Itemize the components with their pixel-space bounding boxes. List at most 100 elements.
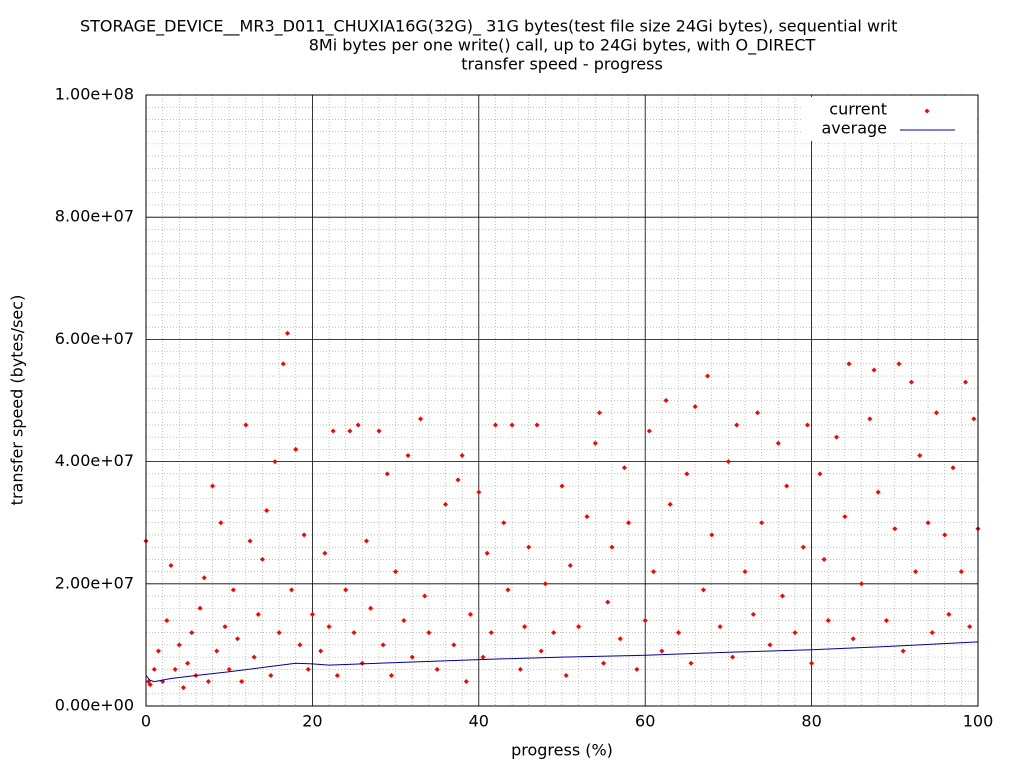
y-tick-label: 1.00e+08	[55, 85, 134, 104]
point	[418, 416, 424, 422]
point	[933, 410, 939, 416]
point	[821, 556, 827, 562]
point	[700, 587, 706, 593]
point	[526, 544, 532, 550]
point	[834, 434, 840, 440]
point	[946, 611, 952, 617]
point	[663, 398, 669, 403]
point	[284, 330, 290, 336]
x-tick-label: 40	[469, 712, 489, 731]
point	[359, 660, 365, 666]
legend-label: current	[829, 100, 887, 119]
point	[846, 361, 852, 367]
point	[605, 599, 611, 605]
point	[305, 666, 311, 672]
point	[243, 422, 249, 428]
point	[297, 642, 303, 648]
point	[551, 630, 557, 636]
point	[779, 593, 785, 599]
point	[409, 654, 415, 660]
legend-box	[803, 97, 975, 141]
point	[971, 416, 977, 422]
point	[434, 666, 440, 672]
point	[871, 367, 877, 373]
y-tick-label: 2.00e+07	[55, 573, 134, 592]
point	[239, 679, 245, 685]
point	[750, 611, 756, 617]
point	[896, 361, 902, 367]
point	[443, 501, 449, 507]
chart-title: STORAGE_DEVICE__MR3_D011_CHUXIA16G(32G)_…	[80, 17, 897, 37]
y-tick-label: 8.00e+07	[55, 207, 134, 226]
chart-title: 8Mi bytes per one write() call, up to 24…	[309, 36, 816, 56]
point	[725, 459, 731, 465]
point	[293, 446, 299, 452]
point	[534, 422, 540, 428]
point	[609, 544, 615, 550]
point	[180, 685, 186, 691]
point	[451, 642, 457, 648]
point	[197, 605, 203, 611]
point	[842, 514, 848, 520]
point	[755, 410, 761, 416]
point	[384, 471, 390, 477]
point	[189, 630, 195, 636]
point	[164, 617, 170, 623]
point	[567, 562, 573, 568]
point	[517, 666, 523, 672]
point	[929, 630, 935, 636]
point	[908, 379, 914, 385]
point	[775, 440, 781, 446]
point	[559, 483, 565, 489]
point	[488, 630, 494, 636]
point	[255, 611, 261, 617]
point	[405, 452, 411, 458]
point	[455, 477, 461, 483]
point	[210, 483, 216, 489]
point	[393, 569, 399, 575]
point	[280, 361, 286, 367]
point	[318, 648, 324, 654]
legend-marker	[924, 108, 930, 114]
point	[480, 654, 486, 660]
point	[634, 666, 640, 672]
point	[388, 672, 394, 678]
x-tick-label: 60	[635, 712, 655, 731]
point	[347, 428, 353, 434]
point	[592, 440, 598, 446]
point	[168, 562, 174, 568]
point	[667, 501, 673, 507]
point	[601, 660, 607, 666]
point	[538, 648, 544, 654]
point	[659, 648, 665, 654]
point	[646, 428, 652, 434]
legend-label: average	[822, 119, 888, 138]
point	[235, 636, 241, 642]
point	[913, 569, 919, 575]
point	[368, 605, 374, 611]
point	[463, 679, 469, 685]
point	[925, 520, 931, 526]
point	[422, 593, 428, 599]
point	[301, 532, 307, 538]
y-tick-label: 6.00e+07	[55, 329, 134, 348]
point	[330, 428, 336, 434]
point	[563, 672, 569, 678]
point	[759, 520, 765, 526]
point	[967, 624, 973, 630]
point	[917, 452, 923, 458]
point	[172, 666, 178, 672]
point	[476, 489, 482, 495]
point	[501, 520, 507, 526]
point	[309, 611, 315, 617]
point	[522, 624, 528, 630]
x-axis-label: progress (%)	[511, 741, 613, 760]
point	[688, 660, 694, 666]
point	[363, 538, 369, 544]
point	[717, 624, 723, 630]
point	[730, 654, 736, 660]
point	[804, 422, 810, 428]
point	[800, 544, 806, 550]
point	[584, 514, 590, 520]
